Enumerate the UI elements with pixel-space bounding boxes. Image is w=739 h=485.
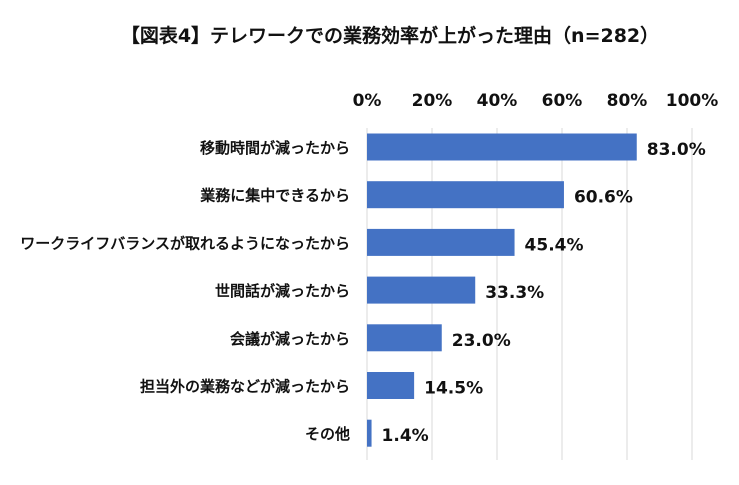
value-label: 33.3% <box>485 283 544 303</box>
bar <box>367 372 415 399</box>
value-label: 1.4% <box>382 426 429 446</box>
bar <box>367 228 515 256</box>
x-tick-label: 80% <box>607 91 648 111</box>
value-label: 23.0% <box>452 331 511 351</box>
x-tick-label: 40% <box>477 91 518 111</box>
value-label: 14.5% <box>424 379 483 399</box>
x-tick-label: 20% <box>412 91 453 111</box>
x-tick-label: 60% <box>542 91 583 111</box>
bar <box>367 324 442 352</box>
value-label: 83.0% <box>647 140 706 160</box>
value-label: 60.6% <box>574 188 633 208</box>
category-label: 移動時間が減ったから <box>200 139 350 157</box>
x-tick-label: 100% <box>666 91 719 111</box>
category-label: 業務に集中できるから <box>199 187 350 205</box>
category-label: ワークライフバランスが取れるようになったから <box>20 234 350 252</box>
bar <box>367 419 372 447</box>
category-label: その他 <box>305 425 350 443</box>
bar <box>367 133 637 161</box>
chart-title: 【図表4】テレワークでの業務効率が上がった理由（n=282） <box>121 24 659 47</box>
bar <box>367 181 564 209</box>
value-label: 45.4% <box>525 235 584 255</box>
bar <box>367 276 476 304</box>
category-label: 会議が減ったから <box>230 330 350 348</box>
x-tick-label: 0% <box>353 91 382 111</box>
category-label: 世間話が減ったから <box>215 282 350 300</box>
category-label: 担当外の業務などが減ったから <box>140 378 350 396</box>
